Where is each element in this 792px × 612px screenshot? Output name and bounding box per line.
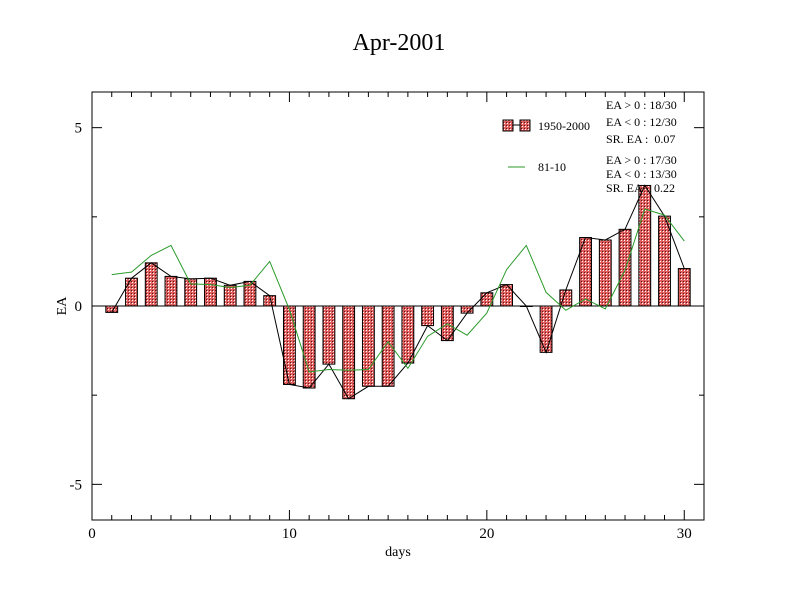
x-axis-label: days: [385, 545, 411, 560]
bar-day-28: [638, 184, 652, 307]
x-tick-label: 30: [677, 526, 692, 542]
bar-day-29: [658, 215, 671, 307]
y-axis-label: EA: [55, 296, 70, 316]
bar-day-3: [144, 262, 158, 307]
stat-ea-negative-1950-2000: EA < 0 : 12/30: [606, 115, 677, 129]
x-tick-label: 10: [282, 526, 297, 542]
x-tick-label: 0: [88, 526, 96, 542]
bar-day-11: [302, 305, 316, 389]
chart-title: Apr-2001: [353, 30, 446, 56]
legend-label-81-10: 81-10: [538, 160, 566, 174]
line-series-1950-2000: [111, 184, 685, 400]
y-tick-label: 0: [75, 299, 83, 315]
bar-day-2: [125, 277, 138, 307]
line-series: [111, 184, 685, 400]
y-tick-label: 5: [75, 121, 83, 137]
bar-day-14: [361, 305, 375, 387]
bar-day-7: [223, 284, 237, 307]
bar-day-13: [342, 305, 356, 400]
bar-day-10: [282, 305, 296, 385]
bar-day-21: [500, 284, 514, 307]
bar-day-6: [204, 277, 217, 307]
bar-day-4: [164, 275, 178, 307]
bar-day-30: [677, 268, 691, 307]
x-tick-label: 20: [479, 526, 494, 542]
bar-day-17: [421, 305, 435, 327]
line-series-81-10: [111, 208, 685, 373]
legend-bar-swatch-left: [502, 119, 514, 132]
bar-day-12: [322, 305, 336, 365]
stat-ea-negative-81-10: EA < 0 : 13/30: [606, 167, 677, 181]
stat-ea-positive-81-10: EA > 0 : 17/30: [606, 153, 677, 167]
bar-day-26: [598, 239, 612, 307]
stat-sr-ea-81-10: SR. EA 0.22: [606, 181, 675, 195]
bar-series: [105, 184, 691, 400]
bar-day-19: [460, 305, 474, 314]
stats-annotation: EA > 0 : 18/30 EA < 0 : 12/30 SR. EA : 0…: [606, 98, 677, 195]
stat-ea-positive-1950-2000: EA > 0 : 18/30: [606, 98, 677, 112]
bar-day-27: [618, 228, 632, 307]
legend-label-1950-2000: 1950-2000: [538, 119, 590, 133]
stat-sr-ea-1950-2000: SR. EA : 0.07: [606, 132, 675, 146]
legend-bar-swatch-right: [519, 119, 531, 132]
legend: 1950-2000 81-10: [502, 119, 590, 174]
bar-day-15: [381, 305, 395, 387]
bar-day-23: [539, 305, 553, 353]
y-tick-label: -5: [70, 477, 83, 493]
